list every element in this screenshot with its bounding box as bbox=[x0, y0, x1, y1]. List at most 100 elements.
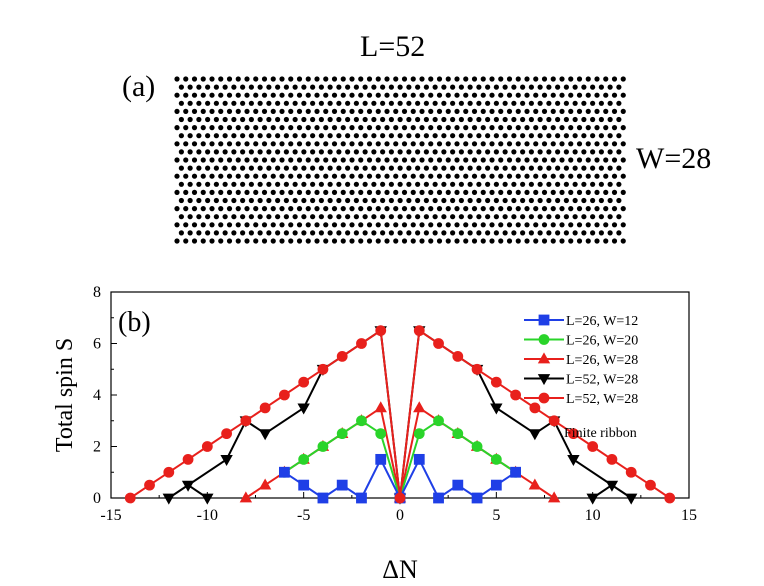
lattice-site bbox=[432, 230, 438, 236]
lattice-site bbox=[345, 181, 351, 187]
lattice-site bbox=[226, 222, 233, 228]
lattice-site bbox=[362, 165, 368, 171]
lattice-site bbox=[467, 84, 473, 90]
lattice-site bbox=[480, 125, 486, 131]
data-point bbox=[240, 415, 252, 427]
lattice-site bbox=[401, 189, 408, 195]
lattice-site bbox=[471, 108, 478, 114]
lattice-site bbox=[546, 230, 552, 236]
lattice-site bbox=[511, 214, 517, 220]
lattice-site bbox=[498, 141, 504, 147]
lattice-site bbox=[511, 165, 517, 171]
lattice-site bbox=[445, 76, 451, 82]
lattice-site bbox=[209, 189, 215, 195]
lattice-site bbox=[331, 157, 338, 163]
lattice-site bbox=[603, 76, 609, 82]
lattice-site bbox=[209, 173, 215, 179]
lattice-site bbox=[340, 173, 346, 179]
lattice-site bbox=[598, 181, 604, 187]
lattice-site bbox=[323, 157, 329, 163]
x-tick-label: 0 bbox=[396, 507, 404, 524]
lattice-site bbox=[323, 222, 329, 228]
lattice-site bbox=[318, 197, 324, 204]
lattice-site bbox=[476, 181, 482, 187]
lattice-site bbox=[594, 92, 600, 98]
lattice-site bbox=[611, 141, 618, 147]
lattice-site bbox=[310, 133, 316, 139]
lattice-site bbox=[292, 100, 298, 106]
data-series bbox=[124, 325, 676, 505]
lattice-site bbox=[603, 108, 609, 114]
lattice-site bbox=[244, 238, 250, 244]
data-point bbox=[538, 334, 550, 345]
lattice-site bbox=[388, 100, 394, 106]
lattice-site bbox=[388, 149, 394, 155]
lattice-site bbox=[568, 157, 574, 163]
lattice-site bbox=[183, 76, 189, 82]
lattice-site bbox=[231, 214, 237, 220]
lattice-site bbox=[590, 133, 596, 139]
lattice-site bbox=[266, 197, 272, 204]
lattice-site bbox=[498, 108, 504, 114]
lattice-site bbox=[248, 116, 254, 123]
lattice-site bbox=[607, 230, 613, 236]
lattice-site bbox=[489, 222, 495, 228]
lattice-site bbox=[191, 76, 198, 82]
lattice-site bbox=[572, 214, 578, 220]
lattice-site bbox=[603, 125, 609, 131]
lattice-site bbox=[366, 173, 373, 179]
lattice-site bbox=[520, 149, 526, 155]
data-point bbox=[567, 454, 580, 466]
lattice-site bbox=[296, 189, 303, 195]
lattice-site bbox=[454, 92, 460, 98]
lattice-site bbox=[546, 100, 552, 106]
lattice-site bbox=[296, 76, 303, 82]
lattice-site bbox=[288, 108, 294, 114]
lattice-site bbox=[261, 92, 268, 98]
lattice-site bbox=[248, 149, 254, 155]
lattice-site bbox=[226, 92, 233, 98]
lattice-site bbox=[515, 76, 521, 82]
lattice-site bbox=[318, 84, 324, 90]
lattice-site bbox=[537, 230, 543, 236]
lattice-site bbox=[345, 133, 351, 139]
lattice-site bbox=[340, 238, 346, 244]
lattice-site bbox=[209, 141, 215, 147]
lattice-site bbox=[458, 214, 464, 220]
lattice-site bbox=[590, 197, 596, 204]
lattice-site bbox=[380, 100, 386, 106]
lattice-site bbox=[611, 157, 618, 163]
lattice-site bbox=[598, 100, 604, 106]
lattice-site bbox=[467, 181, 473, 187]
lattice-site bbox=[528, 149, 534, 155]
lattice-site bbox=[327, 116, 333, 123]
lattice-site bbox=[515, 206, 521, 212]
lattice-site bbox=[428, 141, 434, 147]
lattice-site bbox=[301, 149, 307, 155]
lattice-site bbox=[191, 92, 198, 98]
lattice-site bbox=[485, 116, 491, 123]
lattice-site bbox=[240, 181, 246, 187]
lattice-site bbox=[550, 108, 556, 114]
lattice-site bbox=[218, 92, 224, 98]
lattice-site bbox=[248, 214, 254, 220]
lattice-site bbox=[445, 206, 451, 212]
lattice-site bbox=[371, 197, 377, 204]
lattice-site bbox=[406, 84, 412, 90]
lattice-site bbox=[353, 214, 359, 220]
panel-a-label: (a) bbox=[122, 70, 156, 103]
lattice-site bbox=[380, 230, 386, 236]
lattice-site bbox=[366, 76, 373, 82]
lattice-site bbox=[353, 181, 359, 187]
lattice-site bbox=[533, 238, 539, 244]
lattice-site bbox=[559, 76, 565, 82]
lattice-site bbox=[301, 100, 307, 106]
lattice-site bbox=[270, 173, 276, 179]
lattice-site bbox=[436, 222, 443, 228]
lattice-site bbox=[576, 173, 583, 179]
lattice-site bbox=[331, 141, 338, 147]
lattice-site bbox=[253, 92, 259, 98]
lattice-site bbox=[200, 189, 206, 195]
lattice-site bbox=[489, 206, 495, 212]
data-point bbox=[239, 491, 253, 503]
